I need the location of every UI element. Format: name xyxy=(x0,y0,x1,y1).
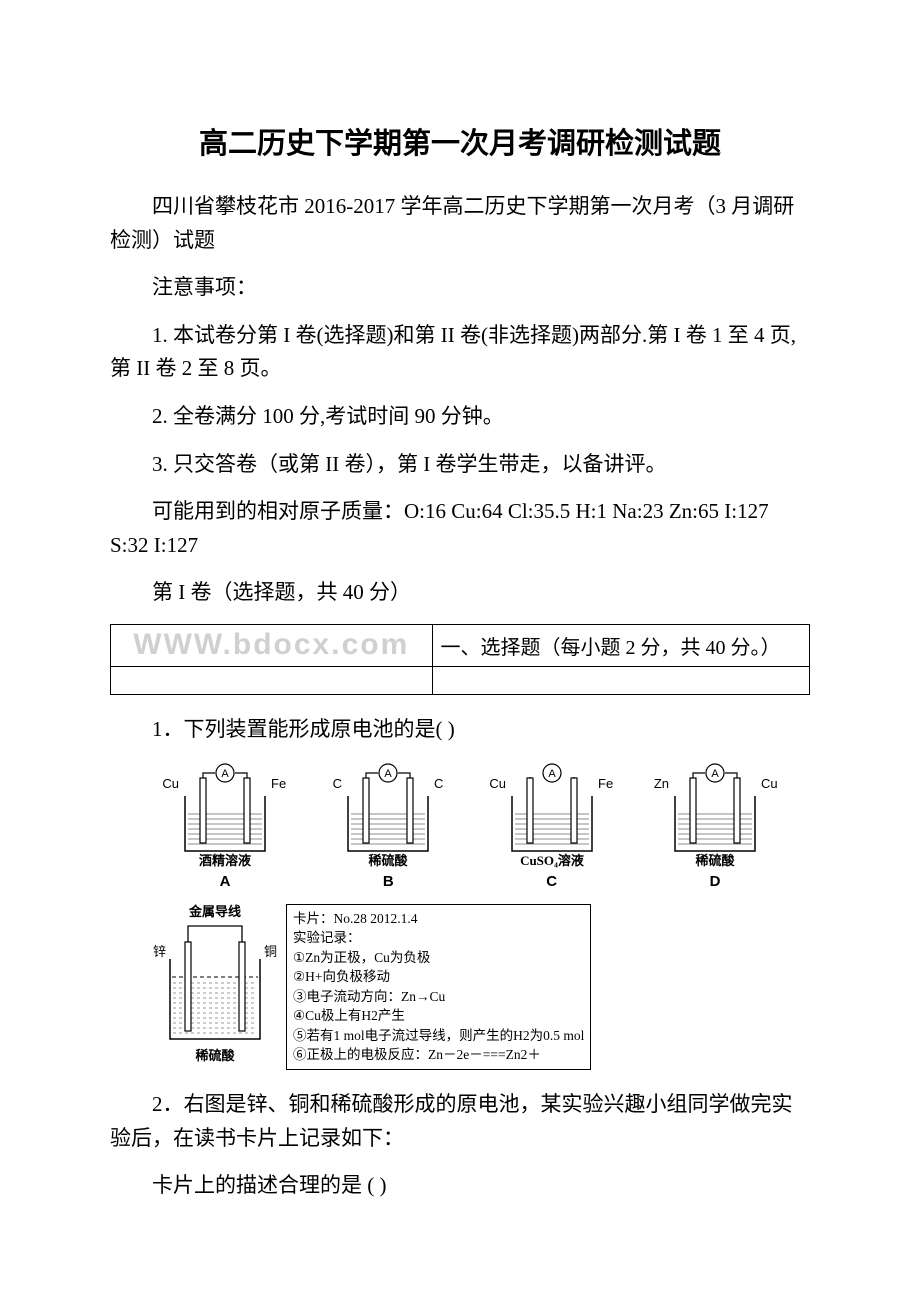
section-table: WWW.bdocx.com 一、选择题（每小题 2 分，共 40 分。） xyxy=(110,624,810,695)
question-2: 2．右图是锌、铜和稀硫酸形成的原电池，某实验兴趣小组同学做完实验后，在读书卡片上… xyxy=(110,1088,810,1155)
svg-text:A: A xyxy=(548,768,556,780)
svg-text:金属导线: 金属导线 xyxy=(188,904,241,919)
card-line: ②H+向负极移动 xyxy=(293,967,584,987)
battery-cell: A Cu Fe 酒精溶液 A xyxy=(150,761,300,890)
notice-2: 2. 全卷满分 100 分,考试时间 90 分钟。 xyxy=(110,400,810,434)
svg-text:稀硫酸: 稀硫酸 xyxy=(695,853,735,868)
svg-text:Cu: Cu xyxy=(489,776,506,791)
card-line: 实验记录： xyxy=(293,928,584,948)
table-cell-empty xyxy=(111,666,433,694)
cell-label: C xyxy=(477,873,627,890)
question-2b: 卡片上的描述合理的是 ( ) xyxy=(110,1169,810,1203)
svg-text:酒精溶液: 酒精溶液 xyxy=(199,853,251,868)
svg-text:稀硫酸: 稀硫酸 xyxy=(195,1048,235,1063)
cell-label: D xyxy=(640,873,790,890)
notice-3: 3. 只交答卷（或第 II 卷），第 I 卷学生带走，以备讲评。 xyxy=(110,448,810,482)
card-line: ④Cu极上有H2产生 xyxy=(293,1006,584,1026)
table-row xyxy=(111,666,810,694)
card-line: ③电子流动方向：Zn→Cu xyxy=(293,987,584,1007)
svg-text:C: C xyxy=(333,776,342,791)
notice-head: 注意事项： xyxy=(110,271,810,305)
svg-text:A: A xyxy=(711,768,719,780)
atomic-mass: 可能用到的相对原子质量：O:16 Cu:64 Cl:35.5 H:1 Na:23… xyxy=(110,495,810,562)
battery-cell: A Cu Fe CuSO₄溶液 C xyxy=(477,761,627,890)
battery-cell: A C C 稀硫酸 B xyxy=(313,761,463,890)
section-instruction: 一、选择题（每小题 2 分，共 40 分。） xyxy=(441,637,781,659)
page-title: 高二历史下学期第一次月考调研检测试题 xyxy=(110,120,810,162)
card-line: ①Zn为正极，Cu为负极 xyxy=(293,948,584,968)
subtitle: 四川省攀枝花市 2016-2017 学年高二历史下学期第一次月考（3 月调研检测… xyxy=(110,190,810,257)
card-line: 卡片：No.28 2012.1.4 xyxy=(293,909,584,929)
table-cell-right: 一、选择题（每小题 2 分，共 40 分。） xyxy=(432,624,809,666)
table-row: WWW.bdocx.com 一、选择题（每小题 2 分，共 40 分。） xyxy=(111,624,810,666)
zn-cu-cell-diagram: 金属导线锌 铜稀硫酸 xyxy=(150,904,280,1064)
svg-text:Fe: Fe xyxy=(598,776,613,791)
svg-text:Fe: Fe xyxy=(271,776,286,791)
svg-text:A: A xyxy=(385,768,393,780)
svg-text:A: A xyxy=(221,768,229,780)
svg-text:Cu: Cu xyxy=(162,776,179,791)
svg-text:CuSO₄溶液: CuSO₄溶液 xyxy=(520,853,584,868)
cell-label: B xyxy=(313,873,463,890)
svg-text:稀硫酸: 稀硫酸 xyxy=(369,853,409,868)
card-line: ⑤若有1 mol电子流过导线，则产生的H2为0.5 mol xyxy=(293,1026,584,1046)
card-line: ⑥正极上的电极反应：Zn－2e－===Zn2＋ xyxy=(293,1045,584,1065)
svg-text:Cu: Cu xyxy=(761,776,778,791)
svg-text:Zn: Zn xyxy=(654,776,669,791)
svg-text:C: C xyxy=(434,776,443,791)
battery-cell: A Zn Cu 稀硫酸 D xyxy=(640,761,790,890)
reading-card: 卡片：No.28 2012.1.4实验记录：①Zn为正极，Cu为负极②H+向负极… xyxy=(286,904,591,1071)
figure-1-battery-cells: ACuFe酒精溶液AACC稀硫酸BACuFeCuSO₄溶液CAZnCu稀硫酸D xyxy=(150,761,790,890)
table-cell-left: WWW.bdocx.com xyxy=(111,624,433,666)
part1-head: 第 I 卷（选择题，共 40 分） xyxy=(110,576,810,610)
watermark: WWW.bdocx.com xyxy=(133,628,409,662)
svg-text:铜: 铜 xyxy=(264,944,277,959)
figure-2-zn-cu-card: 金属导线锌 铜稀硫酸 卡片：No.28 2012.1.4实验记录：①Zn为正极，C… xyxy=(150,904,810,1071)
question-1: 1．下列装置能形成原电池的是( ) xyxy=(110,713,810,747)
cell-label: A xyxy=(150,873,300,890)
notice-1: 1. 本试卷分第 I 卷(选择题)和第 II 卷(非选择题)两部分.第 I 卷 … xyxy=(110,319,810,386)
svg-text:锌: 锌 xyxy=(153,944,166,959)
table-cell-empty xyxy=(432,666,809,694)
